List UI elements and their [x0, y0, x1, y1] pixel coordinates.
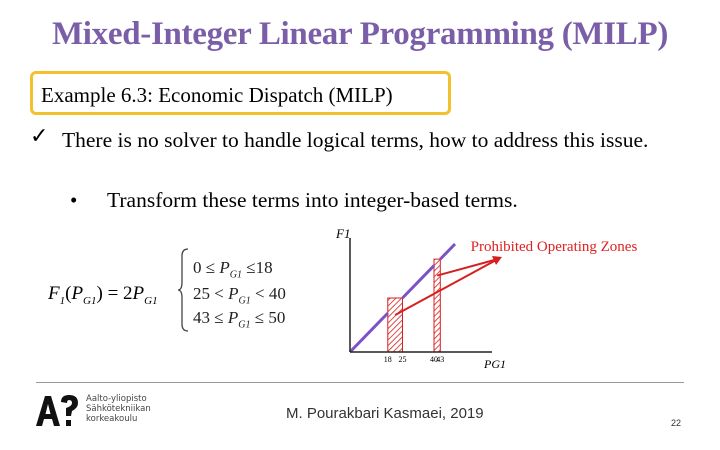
arrowhead-icon [492, 256, 502, 265]
example-heading: Example 6.3: Economic Dispatch (MILP) [41, 83, 393, 107]
case-line-3: 43 ≤ PG1 ≤ 50 [193, 308, 286, 331]
aalto-logo-icon [36, 395, 78, 426]
eq-arg: P [71, 283, 84, 304]
case-line-1: 0 ≤ PG1 ≤18 [193, 258, 273, 281]
x-tick-label: 43 [436, 355, 444, 364]
x-tick-label: 18 [384, 355, 392, 364]
x-tick-label: 40 [430, 355, 438, 364]
bullet-text: There is no solver to handle logical ter… [62, 128, 649, 152]
logo-line-2: Sähkötekniikan [86, 404, 151, 414]
cases-brace-icon [177, 248, 189, 332]
footer-divider [36, 382, 684, 383]
footer-author: M. Pourakbari Kasmaei, 2019 [286, 405, 484, 422]
eq-func: F [48, 283, 60, 304]
sub-bullet-dot-icon: • [70, 188, 78, 212]
eq-func-sub: 1 [59, 294, 66, 307]
eq-arg-rhs-sub: G1 [144, 294, 158, 307]
eq-rhs: 2 [123, 283, 133, 304]
annotation-arrow-1 [394, 258, 499, 316]
checkmark-icon: ✓ [30, 124, 49, 149]
logo-line-3: korkeakoulu [86, 414, 138, 424]
prohibited-zone-2 [433, 258, 441, 353]
case-line-2: 25 < PG1 < 40 [193, 284, 286, 307]
sub-bullet-text: Transform these terms into integer-based… [107, 188, 518, 212]
cost-segment-2 [401, 264, 436, 300]
x-axis-label: PG1 [483, 357, 506, 371]
page-number: 22 [671, 418, 682, 428]
cost-segment-1 [348, 312, 389, 354]
cost-segment-3 [439, 242, 457, 261]
example-heading-box [30, 71, 451, 115]
slide-title: Mixed-Integer Linear Programming (MILP) [51, 16, 669, 52]
prohibited-zones-label: Prohibited Operating Zones [470, 239, 638, 255]
y-axis-label: F1 [335, 226, 350, 241]
logo-line-1: Aalto-yliopisto [86, 394, 147, 404]
equation-lhs: F1(PG1) = 2PG1 [48, 283, 158, 307]
prohibited-zone-1 [387, 297, 403, 353]
eq-arg-sub: G1 [83, 294, 97, 307]
x-tick-label: 25 [399, 355, 407, 364]
eq-arg-rhs: P [132, 283, 145, 304]
annotation-arrow-2 [436, 258, 499, 277]
